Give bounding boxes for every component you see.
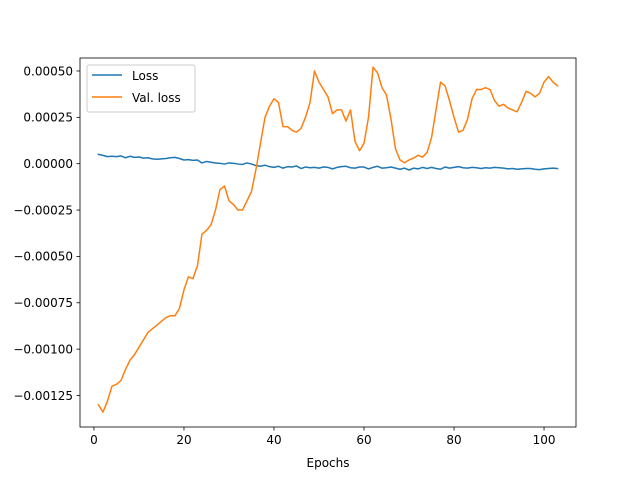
- x-axis-label: Epochs: [307, 456, 350, 470]
- plot-frame: [79, 57, 577, 428]
- legend-box: [86, 64, 196, 113]
- y-tick-label: −0.00025: [13, 203, 73, 217]
- x-tick-label: 100: [533, 433, 556, 447]
- y-tick-label: 0.00025: [23, 111, 73, 125]
- y-tick-label: 0.00050: [23, 64, 73, 78]
- x-tick-label: 0: [90, 433, 98, 447]
- y-tick-label: −0.00100: [13, 342, 73, 356]
- y-tick-label: −0.00125: [13, 389, 73, 403]
- x-tick-label: 60: [356, 433, 371, 447]
- y-tick-label: −0.00075: [13, 296, 73, 310]
- y-tick-label: 0.00000: [23, 157, 73, 171]
- series-lines: [97, 66, 559, 413]
- legend: Loss Val. loss: [86, 64, 196, 113]
- y-axis-ticks: −0.00125 −0.00100 −0.00075 −0.00050 −0.00025…: [13, 64, 80, 403]
- plot-area: [80, 58, 576, 427]
- x-axis-ticks: 0 20 40 60 80 100: [90, 427, 555, 447]
- series-line-loss: [97, 153, 559, 171]
- legend-label-val-loss: Val. loss: [132, 91, 181, 105]
- x-tick-label: 80: [446, 433, 461, 447]
- legend-label-loss: Loss: [132, 69, 158, 83]
- series-line-val-loss: [97, 66, 559, 413]
- x-tick-label: 40: [266, 433, 281, 447]
- y-tick-label: −0.00050: [13, 250, 73, 264]
- x-tick-label: 20: [176, 433, 191, 447]
